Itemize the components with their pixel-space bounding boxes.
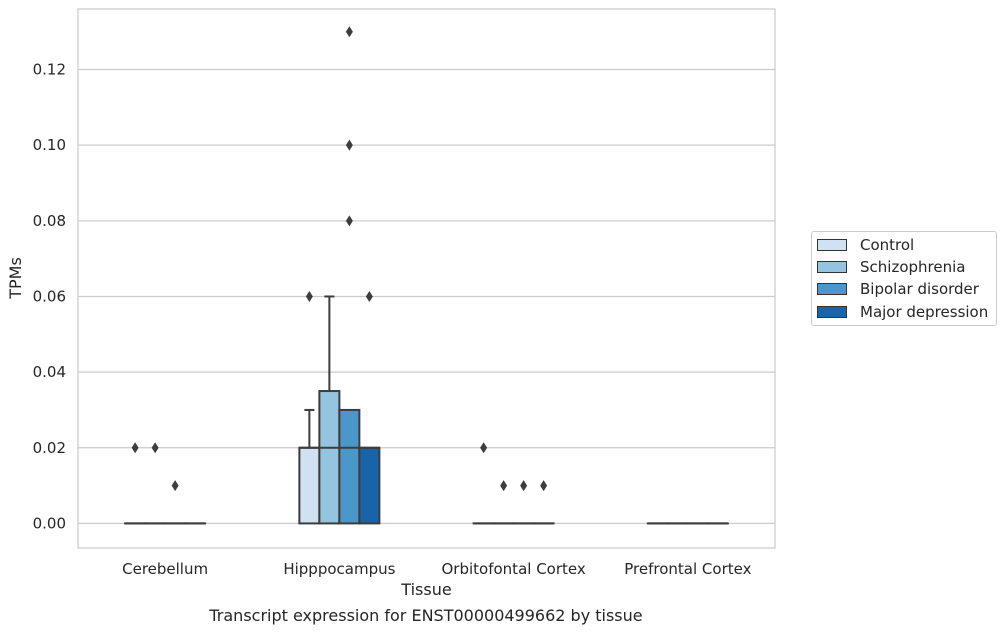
grid-lines: [78, 68, 775, 525]
box-schizophrenia: [492, 480, 515, 525]
legend-swatch: [817, 306, 847, 318]
outlier-point: [345, 26, 353, 38]
x-tick-label: Hipppocampus: [283, 560, 395, 578]
box-body: [298, 446, 321, 525]
y-tick-label: 0.12: [33, 61, 66, 79]
box-schizophrenia: [318, 295, 341, 525]
x-tick-label: Orbitofontal Cortex: [442, 560, 586, 578]
y-tick-label: 0.04: [33, 363, 66, 381]
outlier-point: [131, 442, 139, 454]
box-bipolar-disorder: [164, 480, 187, 525]
y-tick-labels: 0.00 0.02 0.04 0.06 0.08 0.10 0.12: [33, 61, 66, 533]
y-tick-label: 0.06: [33, 287, 66, 305]
box-control: [298, 290, 321, 525]
y-tick-label: 0.00: [33, 514, 66, 532]
outlier-point: [151, 442, 159, 454]
box-body: [358, 446, 381, 525]
box-major-depression: [532, 480, 555, 525]
outlier-point: [500, 480, 508, 492]
y-tick-label: 0.02: [33, 439, 66, 457]
x-tick-label: Cerebellum: [122, 560, 208, 578]
legend-swatch: [817, 283, 847, 295]
box-groups: [124, 26, 729, 525]
x-tick-label: Prefrontal Cortex: [624, 560, 751, 578]
outlier-point: [345, 215, 353, 227]
legend-label: Major depression: [860, 303, 989, 321]
legend-item-major-depression: Major depression: [817, 302, 988, 322]
outlier-point: [520, 480, 528, 492]
legend-item-control: Control: [817, 235, 914, 255]
figure-caption: Transcript expression for ENST0000049966…: [209, 606, 643, 625]
legend-label: Control: [860, 236, 915, 254]
box-control: [472, 442, 495, 525]
outlier-point: [171, 480, 179, 492]
legend-swatch: [817, 239, 847, 251]
y-tick-label: 0.10: [33, 136, 66, 154]
legend-swatch: [817, 261, 847, 273]
x-tick-labels: Cerebellum Hipppocampus Orbitofontal Corte…: [122, 560, 751, 578]
box-control: [124, 442, 147, 525]
legend-label: Schizophrenia: [860, 258, 966, 276]
outlier-point: [305, 290, 313, 302]
x-axis-label: Tissue: [400, 580, 451, 599]
outlier-point: [365, 290, 373, 302]
y-axis-label: TPMs: [6, 257, 25, 300]
legend-label: Bipolar disorder: [860, 280, 979, 298]
plot-frame: [77, 8, 776, 549]
box-schizophrenia: [144, 442, 167, 525]
box-bipolar-disorder: [512, 480, 535, 525]
outlier-point: [480, 442, 488, 454]
box-body: [338, 408, 361, 525]
y-tick-label: 0.08: [33, 212, 66, 230]
legend-item-schizophrenia: Schizophrenia: [817, 257, 965, 277]
outlier-point: [345, 139, 353, 151]
legend-item-bipolar-disorder: Bipolar disorder: [817, 279, 979, 299]
legend: Control Schizophrenia Bipolar disorder M…: [811, 231, 997, 326]
box-major-depression: [358, 290, 381, 525]
outlier-point: [540, 480, 548, 492]
box-body: [318, 390, 341, 525]
box-bipolar-disorder: [338, 26, 361, 525]
